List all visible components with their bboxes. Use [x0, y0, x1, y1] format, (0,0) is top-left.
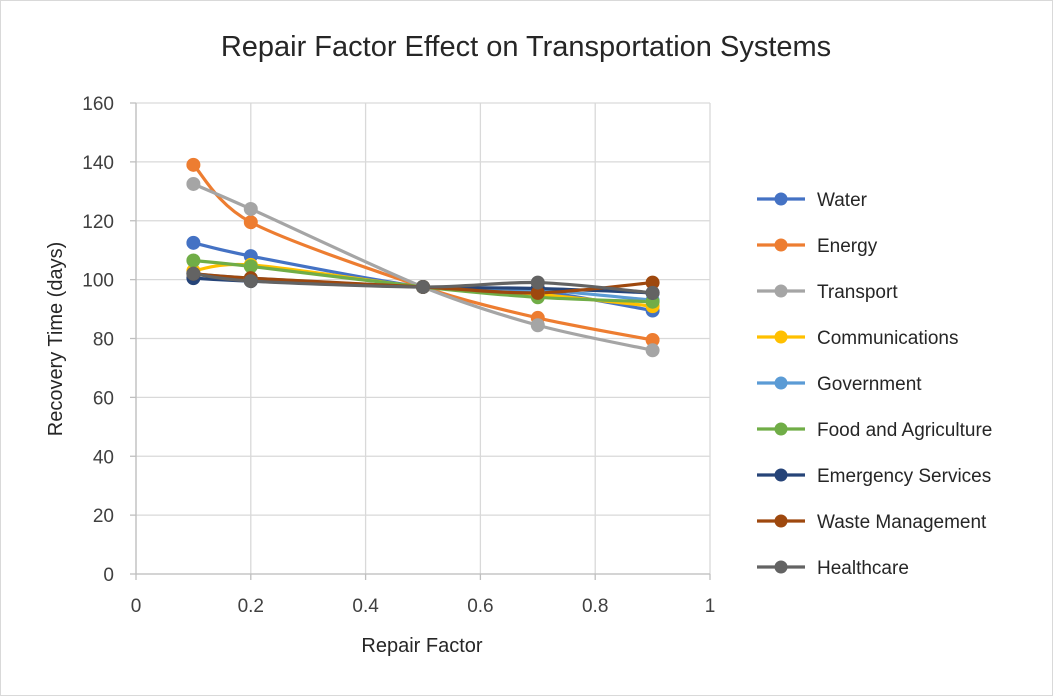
y-tick-label: 60 — [93, 388, 114, 409]
y-tick-label: 140 — [82, 153, 114, 174]
data-point-food-and-agriculture — [243, 259, 258, 274]
grid-lines — [135, 102, 711, 575]
data-point-energy — [243, 215, 258, 230]
legend-label: Healthcare — [817, 558, 909, 579]
y-tick-label: 20 — [93, 506, 114, 527]
legend-item-waste-management: Waste Management — [757, 512, 987, 533]
y-tick-label: 40 — [93, 447, 114, 468]
legend-item-government: Government — [757, 374, 922, 395]
y-tick-label: 120 — [82, 212, 114, 233]
legend-swatch-marker — [774, 284, 788, 298]
data-point-healthcare — [186, 266, 201, 281]
legend-label: Emergency Services — [817, 466, 991, 487]
data-point-transport — [530, 318, 545, 333]
legend-item-food-and-agriculture: Food and Agriculture — [757, 420, 992, 441]
legend-item-water: Water — [757, 190, 868, 211]
data-point-transport — [243, 201, 258, 216]
legend-label: Water — [817, 190, 868, 211]
data-point-water — [186, 235, 201, 250]
legend-swatch-marker — [774, 468, 788, 482]
y-tick-label: 100 — [82, 271, 114, 292]
data-point-healthcare — [530, 275, 545, 290]
legend-swatch-marker — [774, 238, 788, 252]
legend-item-healthcare: Healthcare — [757, 558, 909, 579]
series-lines — [191, 163, 655, 352]
data-point-transport — [186, 176, 201, 191]
tick-labels: 0 20 40 60 80 100 120 140 160 0 0.2 0.4 0.6 0.8 1 — [82, 94, 715, 617]
data-point-healthcare — [645, 285, 660, 300]
data-point-transport — [645, 343, 660, 358]
legend-swatch-marker — [774, 514, 788, 528]
legend-swatch-marker — [774, 422, 788, 436]
legend-swatch-marker — [774, 376, 788, 390]
legend-label: Communications — [817, 328, 959, 349]
y-axis-title: Recovery Time (days) — [45, 242, 67, 437]
x-tick-label: 1 — [705, 596, 716, 617]
legend-item-emergency-services: Emergency Services — [757, 466, 991, 487]
x-tick-label: 0.8 — [582, 596, 608, 617]
y-tick-label: 80 — [93, 330, 114, 351]
data-point-healthcare — [243, 274, 258, 289]
x-tick-label: 0 — [131, 596, 142, 617]
series-line-energy — [191, 163, 655, 342]
legend-item-energy: Energy — [757, 236, 878, 257]
legend-label: Transport — [817, 282, 898, 303]
legend-label: Food and Agriculture — [817, 420, 992, 441]
axes — [130, 102, 711, 580]
y-tick-label: 0 — [103, 565, 114, 586]
legend-swatch-marker — [774, 330, 788, 344]
x-axis-title: Repair Factor — [361, 635, 482, 657]
legend-label: Waste Management — [817, 512, 987, 533]
data-point-energy — [186, 157, 201, 172]
chart-title: Repair Factor Effect on Transportation S… — [221, 31, 831, 63]
legend-item-communications: Communications — [757, 328, 959, 349]
x-tick-label: 0.4 — [352, 596, 379, 617]
data-point-healthcare — [416, 279, 430, 294]
legend-label: Government — [817, 374, 922, 395]
legend-swatch-marker — [774, 192, 788, 206]
x-tick-label: 0.6 — [467, 596, 493, 617]
x-tick-label: 0.2 — [238, 596, 264, 617]
y-tick-label: 160 — [82, 94, 114, 115]
legend-label: Energy — [817, 236, 878, 257]
legend-swatch-marker — [774, 560, 788, 574]
legend-item-transport: Transport — [757, 282, 898, 303]
legend: Water Energy Transport Communications Govern… — [757, 190, 992, 579]
series-points — [186, 157, 660, 358]
data-point-food-and-agriculture — [186, 253, 201, 268]
